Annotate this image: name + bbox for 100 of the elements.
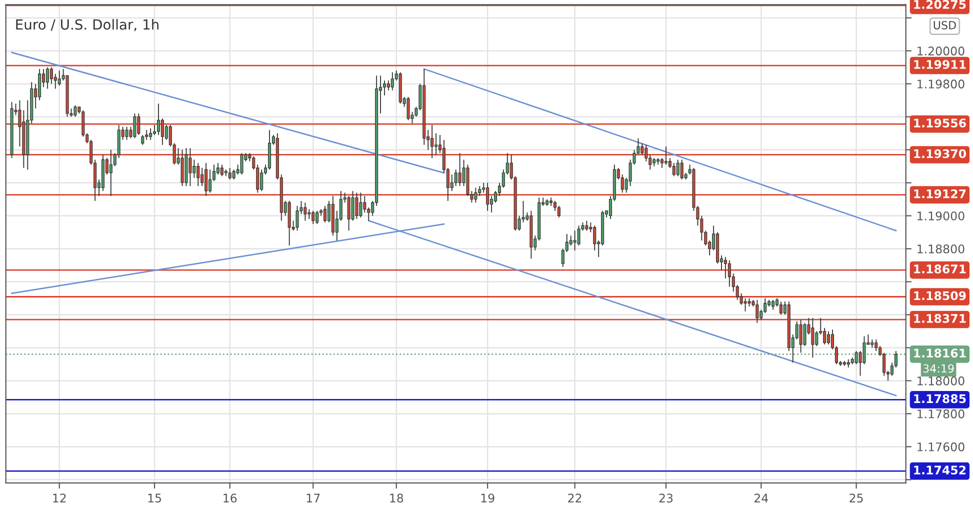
candlestick (296, 205, 299, 232)
candlestick (744, 298, 747, 312)
x-tick-label: 18 (390, 494, 404, 503)
candlestick (208, 169, 212, 194)
ref-line-label: 1.17452 (914, 466, 966, 475)
x-tick-label: 25 (850, 494, 863, 503)
candlestick (359, 192, 362, 218)
ref-line-label: 1.19370 (914, 149, 966, 158)
candlestick (141, 134, 144, 146)
y-tick-label: 1.17600 (918, 442, 964, 452)
ref-line-label: 1.18161 (914, 348, 966, 358)
y-tick-label: 1.18800 (918, 244, 964, 254)
candlestick (660, 158, 664, 168)
candlestick (50, 66, 53, 84)
x-tick-label: 22 (568, 494, 582, 502)
candlestick (232, 169, 236, 180)
ref-line-label: 1.17885 (914, 394, 966, 404)
candlestick (585, 220, 588, 232)
candlestick (46, 66, 49, 90)
text: USD (934, 20, 956, 30)
candlestick (815, 330, 818, 347)
candlestick (125, 126, 128, 140)
candlestick (593, 225, 596, 251)
candlestick (644, 144, 648, 162)
candlestick (664, 146, 668, 166)
candlestick (728, 260, 731, 288)
candlestick (192, 159, 196, 178)
x-tick-label: 15 (148, 494, 161, 503)
candlestick (38, 68, 42, 101)
candlestick (434, 132, 438, 156)
ref-line-label: 1.19556 (914, 118, 966, 128)
candlestick (156, 103, 160, 136)
x-tick-label: 16 (224, 494, 237, 503)
x-tick-label: 19 (481, 494, 494, 503)
candlestick (351, 190, 354, 222)
x-tick-label: 17 (306, 494, 320, 502)
candlestick (109, 149, 112, 196)
candlestick (486, 182, 490, 212)
candlestick (406, 96, 410, 121)
candlestick (811, 318, 814, 358)
candlestick (133, 113, 136, 139)
x-tick-label: 12 (53, 494, 66, 502)
candlestick (779, 301, 782, 316)
ref-line-label: 1.20275 (914, 0, 966, 9)
y-tick-label: 1.18000 (918, 376, 964, 386)
candlestick (573, 230, 576, 251)
candlestick (756, 299, 759, 324)
ref-line-label: 1.18671 (914, 264, 966, 274)
candlestick (355, 192, 358, 220)
ref-line-label: 1.18509 (914, 291, 966, 300)
candlestick (149, 128, 152, 140)
candlestick (474, 187, 478, 204)
candlestick (382, 80, 386, 96)
y-tick-label: 1.17800 (918, 409, 964, 418)
candlestick (430, 124, 434, 159)
text: Euro / U.S. Dollar, 1h (16, 18, 158, 32)
candlestick (803, 322, 806, 347)
candlestick (240, 152, 244, 176)
candlestick (260, 169, 264, 192)
candlestick (386, 80, 390, 91)
candlestick (316, 210, 319, 224)
candlestick (363, 195, 366, 213)
ref-line-label: 1.18371 (914, 314, 966, 323)
ref-line-label: 1.19127 (914, 189, 966, 198)
candlestick (672, 162, 676, 177)
candlestick (324, 205, 327, 223)
y-tick-label: 1.19000 (918, 211, 964, 220)
candlestick (454, 169, 458, 187)
candlestick (854, 350, 858, 365)
candlestick (204, 162, 208, 196)
y-tick-label: 1.19800 (918, 80, 964, 88)
candlestick (478, 186, 482, 196)
candlestick (220, 164, 224, 177)
candlestick (823, 327, 826, 345)
candlestick (724, 256, 727, 279)
candlestick (557, 205, 560, 218)
x-tick-label: 24 (754, 494, 768, 502)
candlestick (145, 130, 148, 140)
text: 34:19 (923, 364, 954, 373)
y-tick-label: 1.20000 (918, 46, 964, 56)
candlestick (188, 148, 192, 187)
candlestick (312, 210, 315, 224)
candlestick (390, 72, 394, 91)
candlestick (137, 113, 140, 136)
candlestick (874, 338, 878, 352)
candlestick (160, 118, 164, 146)
candlestick (308, 208, 311, 220)
candlestick (680, 159, 684, 180)
ref-line-label: 1.19911 (914, 60, 966, 69)
candlestick (347, 195, 350, 232)
candlestick (228, 167, 232, 180)
candlestick (304, 202, 307, 222)
candlestick (58, 70, 61, 86)
candlestick (196, 162, 200, 187)
candlestick (74, 104, 77, 118)
candlestick (458, 152, 462, 187)
x-tick-label: 23 (659, 494, 673, 503)
candlestick (827, 330, 830, 345)
candlestick (799, 319, 802, 354)
candlestick (676, 159, 680, 177)
